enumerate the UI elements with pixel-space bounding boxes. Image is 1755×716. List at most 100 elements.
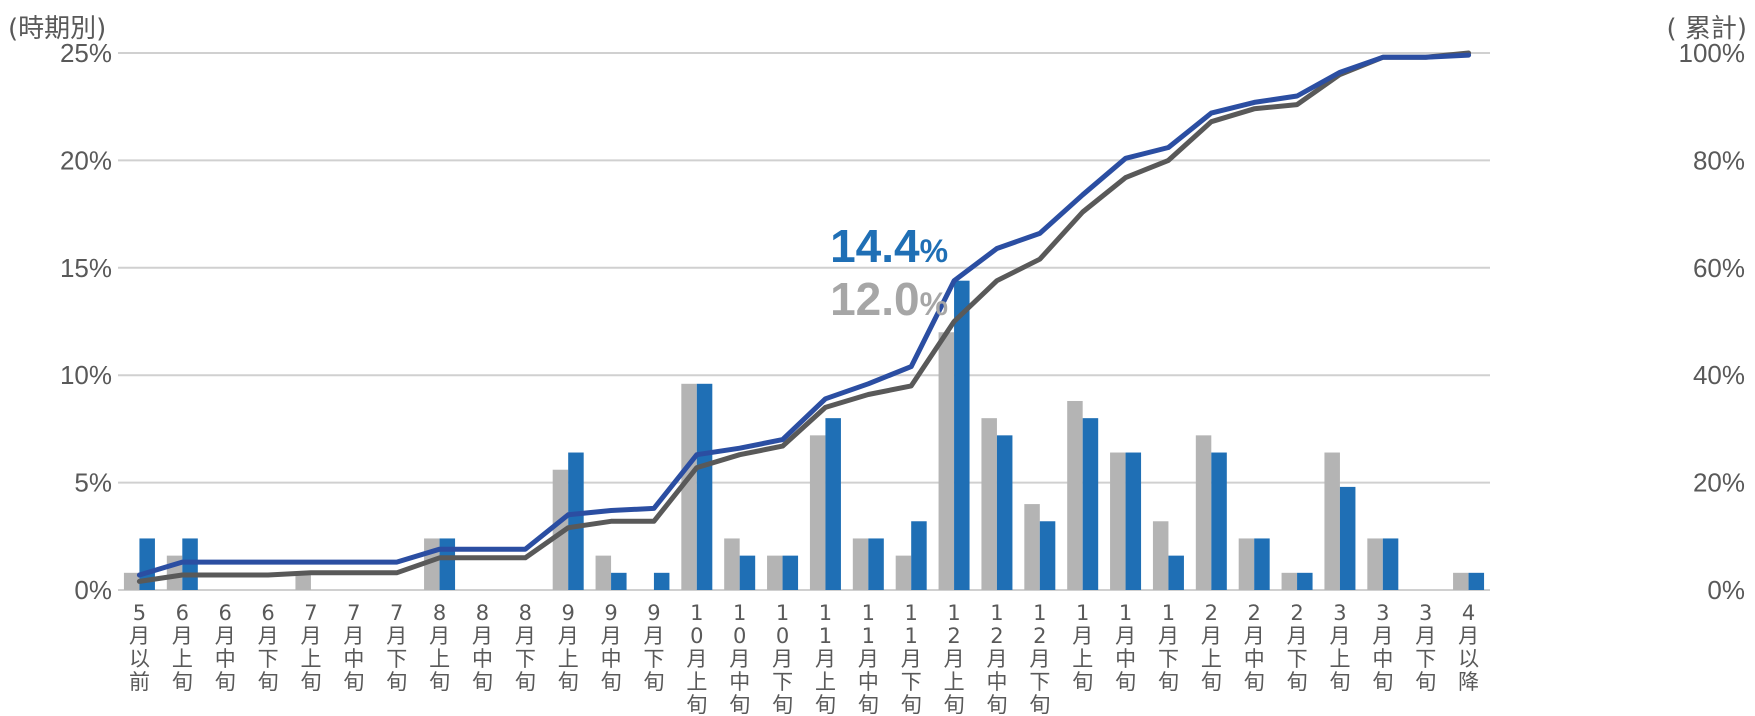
- x-tick-label: 1 1 月下旬: [901, 601, 922, 716]
- x-tick-label: 9 月上旬: [558, 601, 579, 694]
- bar: [1039, 521, 1056, 590]
- x-axis-ticks: 5 月以前 6 月上旬 6 月中旬 6 月下旬 7 月上旬 7 月中旬 7 月下旬 8 月上旬 8 月中旬 8 月下旬…: [129, 601, 1479, 716]
- left-y-tick-label: 20%: [60, 145, 112, 175]
- right-y-tick-label: 80%: [1693, 145, 1745, 175]
- bar: [911, 521, 927, 590]
- bar: [724, 538, 740, 590]
- bar: [681, 383, 697, 590]
- left-y-tick-label: 5%: [74, 468, 112, 498]
- right-y-tick-label: 40%: [1693, 360, 1745, 390]
- bar: [782, 555, 799, 590]
- x-tick-label: 9 月中旬: [601, 601, 622, 694]
- bar: [1110, 452, 1126, 590]
- bar: [1238, 538, 1255, 590]
- bar: [1468, 572, 1485, 590]
- x-tick-label: 6 月上旬: [172, 601, 193, 694]
- x-tick-label: 8 月中旬: [472, 601, 493, 694]
- right-y-tick-label: 20%: [1693, 468, 1745, 498]
- bar: [139, 538, 155, 590]
- x-tick-label: 7 月下旬: [386, 601, 407, 694]
- bar: [1382, 538, 1399, 590]
- left-y-tick-label: 15%: [60, 253, 112, 283]
- bar: [611, 572, 627, 590]
- bar: [696, 383, 713, 590]
- cumulative-line: [136, 50, 1472, 584]
- x-tick-label: 6 月中旬: [215, 601, 236, 694]
- bar: [1367, 538, 1383, 590]
- x-tick-label: 3 月下旬: [1415, 601, 1436, 694]
- x-tick-label: 1 0 月上旬: [686, 601, 707, 716]
- x-tick-label: 1 月下旬: [1158, 601, 1179, 694]
- bar: [996, 435, 1013, 590]
- x-tick-label: 5 月以前: [129, 601, 150, 694]
- x-tick-label: 1 2 月中旬: [986, 601, 1007, 716]
- bar: [852, 538, 869, 590]
- bar: [295, 572, 311, 590]
- x-tick-label: 7 月上旬: [300, 601, 321, 694]
- bar: [1082, 418, 1099, 590]
- bar: [1324, 452, 1340, 590]
- bar: [767, 555, 783, 590]
- bar: [825, 418, 841, 590]
- annotations: 14.4%12.0%: [830, 220, 948, 325]
- x-tick-label: 3 月中旬: [1372, 601, 1393, 694]
- bar: [1211, 452, 1227, 590]
- bar: [1125, 452, 1142, 590]
- x-tick-label: 4 月以降: [1458, 601, 1479, 694]
- line-series: [136, 50, 1472, 584]
- right-y-tick-label: 0%: [1707, 575, 1745, 605]
- x-tick-label: 1 月上旬: [1072, 601, 1093, 694]
- bar: [809, 435, 826, 590]
- x-tick-label: 7 月中旬: [343, 601, 364, 694]
- bar: [739, 555, 756, 590]
- x-tick-label: 2 月上旬: [1201, 601, 1222, 694]
- bar: [1254, 538, 1270, 590]
- bar: [595, 555, 612, 590]
- bar: [1297, 572, 1313, 590]
- bar: [1453, 572, 1469, 590]
- x-tick-label: 1 0 月下旬: [772, 601, 793, 716]
- x-tick-label: 9 月下旬: [643, 601, 664, 694]
- bar-series: [123, 280, 1485, 590]
- x-tick-label: 1 1 月上旬: [815, 601, 836, 716]
- bar: [1281, 572, 1298, 590]
- x-tick-label: 6 月下旬: [258, 601, 279, 694]
- bar: [938, 332, 955, 590]
- x-tick-label: 1 月中旬: [1115, 601, 1136, 694]
- x-tick-label: 1 1 月中旬: [858, 601, 879, 716]
- bar: [568, 452, 584, 590]
- bar: [1339, 486, 1356, 590]
- left-y-axis-ticks: 0% 5% 10% 15% 20% 25%: [60, 38, 112, 605]
- bar: [868, 538, 884, 590]
- bar: [1024, 504, 1040, 590]
- right-y-tick-label: 60%: [1693, 253, 1745, 283]
- right-y-axis-ticks: 0% 20% 40% 60% 80% 100%: [1679, 38, 1746, 605]
- left-y-tick-label: 10%: [60, 360, 112, 390]
- bar: [439, 538, 456, 590]
- x-tick-label: 1 2 月下旬: [1029, 601, 1050, 716]
- x-tick-label: 8 月下旬: [515, 601, 536, 694]
- bar: [895, 555, 912, 590]
- right-y-tick-label: 100%: [1679, 38, 1746, 68]
- right-axis-unit-label: ( 累計): [1666, 14, 1747, 44]
- bar: [123, 572, 140, 590]
- bar: [653, 572, 670, 590]
- bar: [552, 469, 569, 590]
- x-tick-label: 3 月上旬: [1329, 601, 1350, 694]
- x-tick-label: 2 月中旬: [1244, 601, 1265, 694]
- callout-gray-value: 12.0%: [830, 273, 948, 325]
- x-tick-label: 1 0 月中旬: [729, 601, 750, 716]
- gridlines: [118, 52, 1490, 591]
- bar: [954, 280, 970, 590]
- bar: [1195, 435, 1212, 590]
- cumulative-line: [136, 52, 1472, 578]
- left-y-tick-label: 0%: [74, 575, 112, 605]
- callout-blue-value: 14.4%: [830, 220, 948, 272]
- bar: [1067, 400, 1083, 590]
- left-y-tick-label: 25%: [60, 38, 112, 68]
- bar: [1152, 521, 1169, 590]
- x-tick-label: 1 2 月上旬: [944, 601, 965, 716]
- bar: [1168, 555, 1184, 590]
- x-tick-label: 2 月下旬: [1287, 601, 1308, 694]
